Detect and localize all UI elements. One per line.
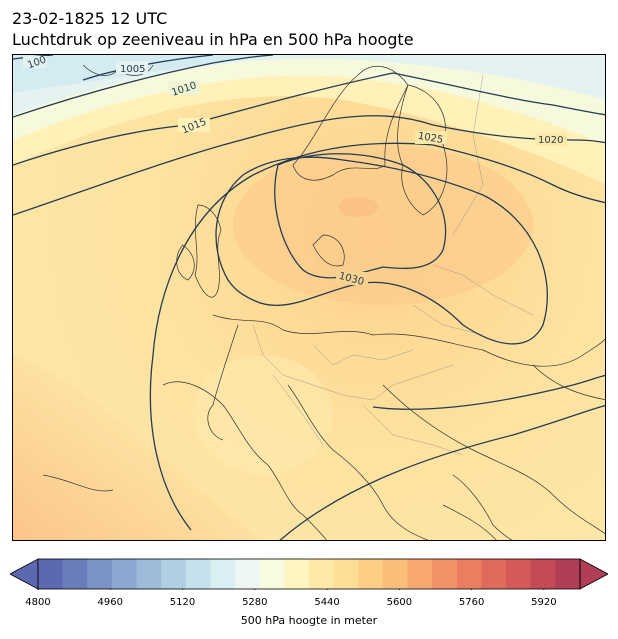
colorbar-segment — [161, 559, 187, 589]
isobar-1020 — [13, 115, 605, 216]
colorbar-segment — [62, 559, 88, 589]
colorbar-segment — [506, 559, 532, 589]
colorbar-segment — [235, 559, 261, 589]
colorbar-segment — [259, 559, 285, 589]
colorbar — [10, 558, 608, 590]
colorbar-segment — [136, 559, 162, 589]
map-canvas: 100 1005 1010 1015 1025 1020 1030 — [13, 55, 605, 540]
isobar-1025-ring — [215, 156, 548, 345]
colorbar-segment — [333, 559, 359, 589]
colorbar-tick-label: 4800 — [25, 597, 51, 608]
colorbar-segment — [530, 559, 556, 589]
colorbar-segment — [309, 559, 335, 589]
colorbar-tick-label: 5280 — [242, 597, 268, 608]
isobar-label-1025: 1025 — [417, 131, 444, 146]
weather-map: 100 1005 1010 1015 1025 1020 1030 — [12, 54, 606, 541]
colorbar-segment — [111, 559, 138, 589]
warm-band-southwest — [13, 355, 261, 540]
colorbar-tick-label: 5920 — [531, 597, 557, 608]
isobar-1025-outer — [149, 142, 605, 531]
map-datetime: 23-02-1825 12 UTC — [12, 9, 168, 28]
map-title: Luchtdruk op zeeniveau in hPa en 500 hPa… — [12, 30, 414, 49]
isobar-label-1020: 1020 — [538, 135, 563, 146]
isobar-label-1005: 1005 — [120, 64, 145, 75]
isobar-1015 — [13, 72, 605, 166]
band-5200 — [13, 55, 273, 93]
colorbar-segment — [87, 559, 113, 589]
colorbar-segment — [358, 559, 384, 589]
colorbar-segment — [555, 559, 581, 589]
high-center — [338, 197, 378, 217]
isobar-1025-mid — [372, 374, 605, 410]
colorbar-segment — [284, 559, 310, 589]
colorbar-segment — [407, 559, 433, 589]
high-core — [233, 145, 533, 305]
light-patch-central — [193, 355, 333, 475]
colorbar-segment — [185, 559, 211, 589]
colorbar-tick-label: 4960 — [97, 597, 123, 608]
coastlines — [42, 64, 605, 540]
colorbar-segment — [38, 559, 64, 589]
isobars — [13, 55, 605, 540]
colorbar-label: 500 hPa hoogte in meter — [240, 614, 378, 627]
colorbar-tick-label: 5120 — [169, 597, 196, 608]
colorbar-segment — [456, 559, 482, 589]
colorbar-segment — [210, 559, 236, 589]
colorbar-frame — [37, 558, 581, 590]
colorbar-extend-high — [579, 558, 608, 590]
isobar-1030 — [274, 153, 447, 279]
country-borders — [252, 74, 534, 456]
colorbar-tick-label: 5600 — [386, 597, 413, 608]
band-5360 — [13, 55, 605, 145]
isobar-labels: 100 1005 1010 1015 1025 1020 1030 — [23, 55, 567, 288]
colorbar-tick-label: 5440 — [314, 597, 340, 608]
isobar-1010 — [13, 55, 274, 118]
colorbar-tick-label: 5760 — [458, 597, 485, 608]
colorbar-segment — [382, 559, 409, 589]
colorbar-extend-low — [10, 558, 39, 590]
colorbar-segment — [432, 559, 458, 589]
isobar-1025-south — [279, 404, 605, 540]
colorbar-segment — [481, 559, 507, 589]
